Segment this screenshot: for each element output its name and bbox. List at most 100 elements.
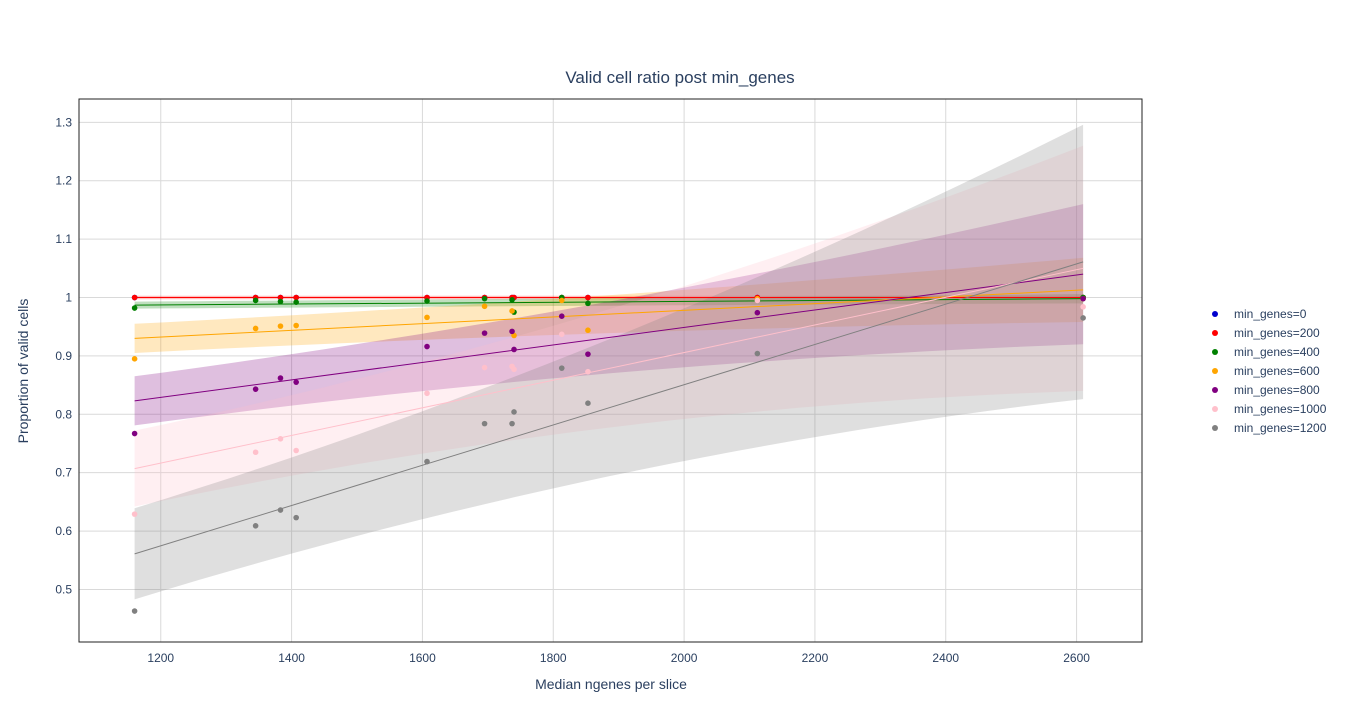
data-point-min-genes-1200 [509,420,515,427]
confidence-band-min-genes-800 [134,204,1084,426]
y-tick-label: 0.5 [55,582,72,596]
data-points [131,294,1086,614]
trend-line-min-genes-1000 [134,267,1084,470]
legend-label-min-genes-1200: min_genes=1200 [1234,421,1327,435]
x-tick-label: 1200 [147,651,174,665]
trend-line-min-genes-600 [134,289,1084,339]
data-point-min-genes-600 [252,325,259,332]
data-point-min-genes-800 [131,430,138,437]
data-point-min-genes-1000 [252,449,259,456]
x-tick-label: 2200 [802,651,829,665]
data-point-min-genes-1000 [511,366,517,373]
data-point-min-genes-1000 [424,390,430,397]
data-point-min-genes-800 [585,351,591,357]
data-point-min-genes-1000 [585,368,591,375]
data-point-min-genes-800 [1080,295,1086,302]
data-point-min-genes-800 [509,328,515,335]
data-point-min-genes-200 [277,294,284,301]
x-tick-label: 1800 [540,651,567,665]
y-tick-label: 1.2 [55,174,72,188]
data-point-min-genes-200 [293,294,299,301]
data-point-min-genes-1200 [511,409,517,415]
legend-marker-min-genes-200 [1212,330,1218,336]
data-point-min-genes-800 [511,346,517,353]
y-tick-label: 1.1 [55,232,72,246]
legend-label-min-genes-0: min_genes=0 [1234,307,1307,321]
y-tick-label: 0.9 [55,349,72,363]
x-tick-labels: 1200 1400 1600 1800 2000 2200 2400 2600 [147,651,1090,665]
y-tick-label: 1.3 [55,115,72,129]
data-point-min-genes-600 [293,322,299,329]
x-tick-label: 1600 [409,651,436,665]
legend-marker-min-genes-1000 [1212,406,1218,412]
data-point-min-genes-800 [293,379,299,385]
confidence-band-min-genes-600 [134,257,1084,353]
data-point-min-genes-1000 [277,436,284,442]
x-tick-label: 2000 [671,651,698,665]
legend-marker-min-genes-1200 [1212,425,1218,431]
data-point-min-genes-400 [481,295,488,302]
data-point-min-genes-1200 [1080,315,1086,321]
legend-label-min-genes-400: min_genes=400 [1234,345,1320,359]
confidence-bands [134,124,1084,600]
chart-title: Valid cell ratio post min_genes [565,68,794,87]
data-point-min-genes-400 [293,299,299,305]
legend-label-min-genes-1000: min_genes=1000 [1234,402,1327,416]
data-point-min-genes-200 [131,294,138,301]
data-point-min-genes-400 [424,298,430,304]
data-point-min-genes-400 [585,300,591,307]
data-point-min-genes-1000 [1080,304,1086,310]
y-tick-label: 0.7 [55,466,72,480]
legend-label-min-genes-200: min_genes=200 [1234,326,1320,340]
x-tick-label: 2400 [932,651,959,665]
data-point-min-genes-1200 [558,365,565,371]
data-point-min-genes-1200 [754,350,761,357]
data-point-min-genes-1200 [585,400,591,406]
data-point-min-genes-400 [509,297,515,303]
data-point-min-genes-800 [558,313,565,320]
y-tick-label: 0.8 [55,407,72,421]
data-point-min-genes-1000 [131,511,138,517]
plot-frame [78,98,1143,643]
data-point-min-genes-600 [481,303,488,310]
data-point-min-genes-1000 [558,331,565,338]
legend-marker-min-genes-400 [1212,349,1218,355]
x-tick-label: 2600 [1063,651,1090,665]
data-point-min-genes-800 [754,309,761,316]
data-point-min-genes-600 [277,323,284,329]
data-point-min-genes-1000 [481,364,488,371]
data-point-min-genes-400 [252,297,259,304]
x-axis-title: Median ngenes per slice [535,676,687,692]
data-point-min-genes-400 [277,298,284,305]
data-point-min-genes-1200 [293,514,299,521]
data-point-min-genes-800 [481,330,488,336]
data-point-min-genes-800 [277,375,284,381]
data-point-min-genes-800 [252,386,259,392]
legend: min_genes=0 min_genes=200 min_genes=400min… [1212,307,1327,435]
confidence-band-min-genes-1000 [134,145,1084,507]
data-point-min-genes-1200 [277,507,284,513]
y-tick-label: 1 [65,291,72,305]
data-point-min-genes-1000 [293,447,299,454]
data-point-min-genes-600 [558,297,565,304]
data-point-min-genes-1200 [424,458,430,465]
legend-label-min-genes-800: min_genes=800 [1234,383,1320,397]
data-point-min-genes-600 [424,314,430,321]
data-point-min-genes-400 [131,305,138,311]
y-tick-label: 0.6 [55,524,72,538]
data-point-min-genes-1200 [252,523,259,529]
legend-label-min-genes-600: min_genes=600 [1234,364,1320,378]
trend-line-min-genes-400 [134,298,1084,306]
legend-marker-min-genes-0 [1212,311,1218,317]
data-point-min-genes-800 [424,343,430,350]
trend-line-min-genes-1200 [134,261,1084,555]
data-point-min-genes-600 [131,356,138,362]
data-point-min-genes-1200 [481,420,488,427]
y-tick-labels: 0.5 0.6 0.7 0.8 0.9 1 1.1 1.2 1.3 [55,115,72,596]
legend-marker-min-genes-600 [1212,368,1218,374]
data-point-min-genes-1200 [131,608,138,614]
trend-line-min-genes-800 [134,273,1084,402]
data-point-min-genes-200 [585,294,591,301]
x-tick-label: 1400 [278,651,305,665]
